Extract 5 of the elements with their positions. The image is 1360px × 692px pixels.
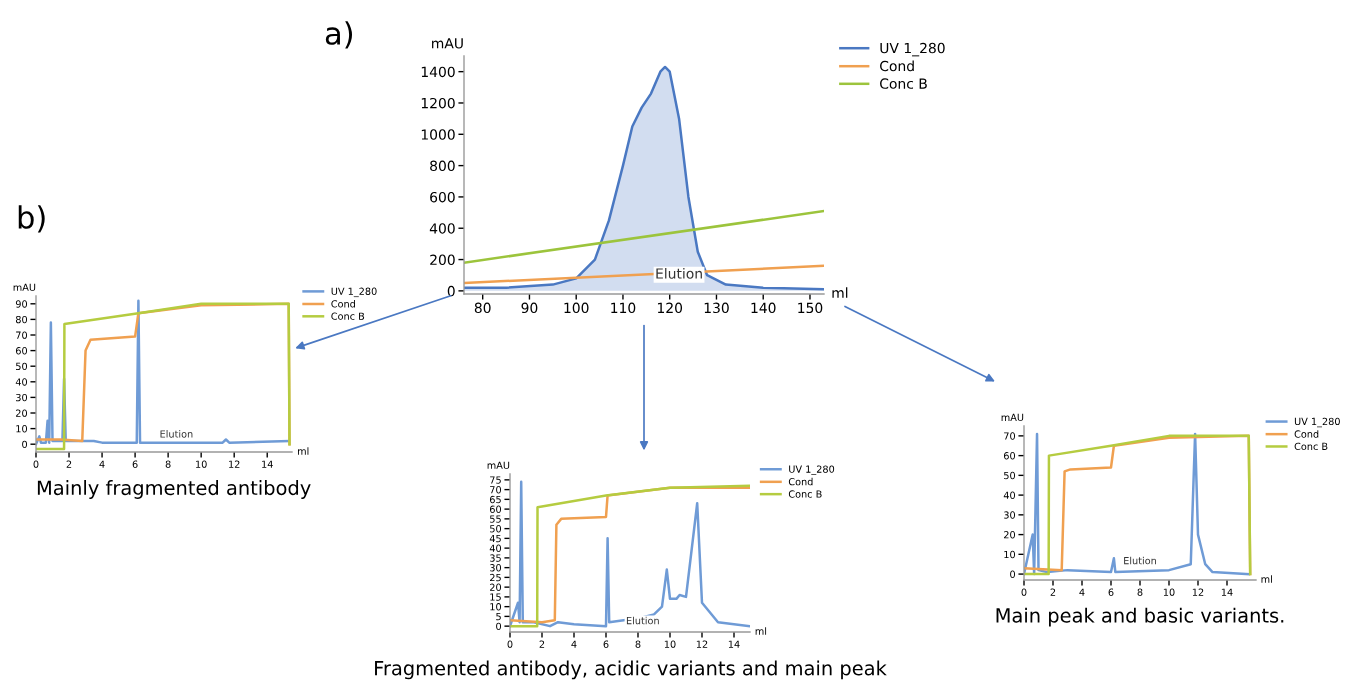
chart-title: a) <box>325 21 353 49</box>
text: Fragmented antibody, acidic variants and main peak <box>375 660 887 680</box>
chart-title: b) <box>18 205 45 233</box>
text: Main peak and basic variants. <box>996 607 1284 627</box>
text: Mainly fragmented antibody <box>37 480 311 499</box>
